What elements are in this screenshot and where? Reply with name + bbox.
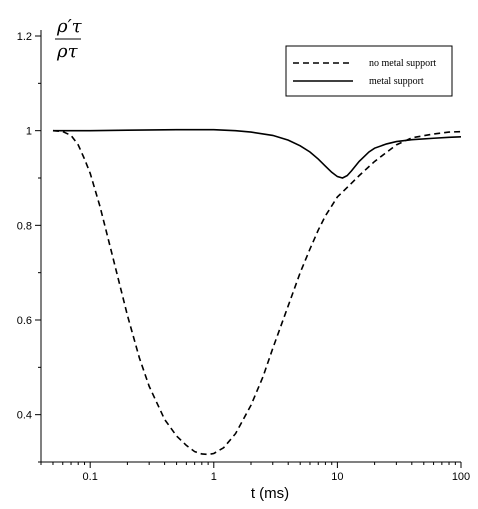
y-axis-title: ρ′τ ρτ xyxy=(55,16,83,62)
legend-label-metal-support: metal support xyxy=(369,76,424,87)
y-axis-title-numerator: ρ′τ xyxy=(56,16,83,37)
x-tick-label: 10 xyxy=(331,471,343,483)
y-tick-label: 0.8 xyxy=(17,220,32,232)
y-ticks: 0.4 0.6 0.8 1 1.2 xyxy=(17,31,41,463)
y-tick-label: 0.4 xyxy=(17,410,32,422)
x-tick-label: 100 xyxy=(452,471,470,483)
x-ticks: 0.1 1 10 100 xyxy=(40,462,470,483)
series-line-no-metal-support xyxy=(52,129,462,456)
series-line-metal-support xyxy=(52,128,462,179)
y-axis-title-denominator: ρτ xyxy=(56,41,79,62)
x-tick-label: 0.1 xyxy=(83,471,98,483)
legend-box xyxy=(285,45,453,97)
legend: no metal support metal support xyxy=(285,45,453,97)
y-tick-label: 0.6 xyxy=(17,315,32,327)
legend-label-no-metal-support: no metal support xyxy=(369,58,436,69)
y-tick-label: 1 xyxy=(26,126,32,138)
y-tick-label: 1.2 xyxy=(17,31,32,43)
x-axis-title: t (ms) xyxy=(251,485,289,502)
series-group xyxy=(52,128,462,456)
x-tick-label: 1 xyxy=(211,471,217,483)
